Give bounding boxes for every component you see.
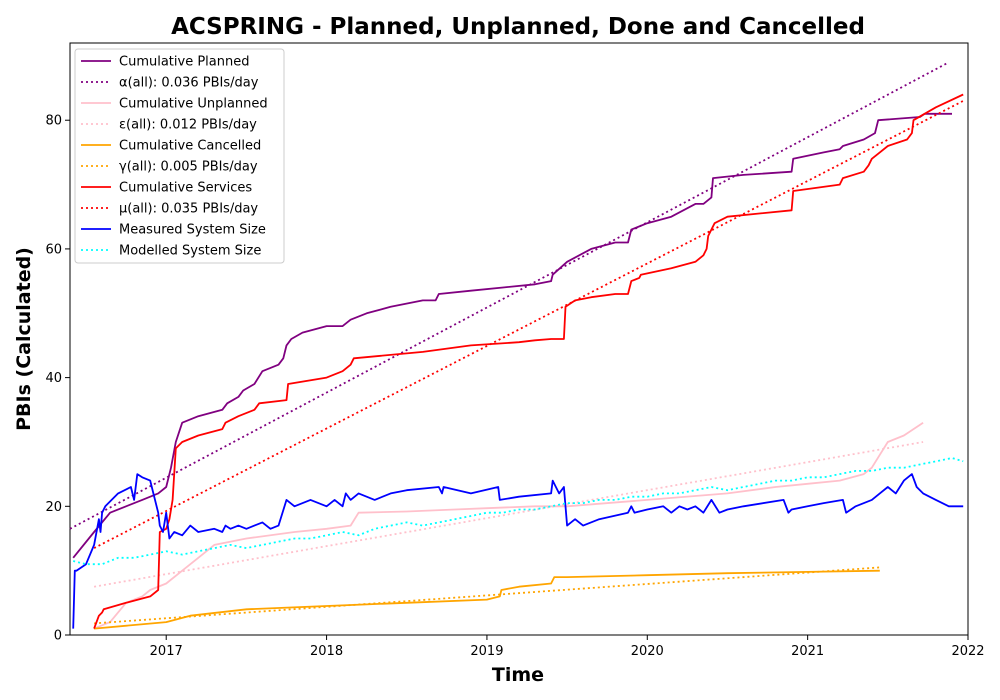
y-tick-label: 40 xyxy=(45,371,62,386)
y-tick-label: 20 xyxy=(45,500,62,515)
series-4-line xyxy=(93,441,924,588)
x-axis: 2017 2018 2019 2020 2021 2022 xyxy=(150,635,985,659)
series-3-line xyxy=(93,421,924,630)
series-7-line xyxy=(93,93,964,629)
legend-label: Cumulative Cancelled xyxy=(119,139,261,154)
legend-label: Cumulative Planned xyxy=(119,55,249,70)
legend-label: Cumulative Unplanned xyxy=(119,97,268,112)
legend-label: ε(all): 0.012 PBIs/day xyxy=(119,118,257,133)
legend-label: μ(all): 0.035 PBIs/day xyxy=(119,202,258,217)
series-10-line xyxy=(72,457,964,566)
y-tick-label: 80 xyxy=(45,114,62,129)
plot-frame xyxy=(69,42,969,636)
y-tick-label: 60 xyxy=(45,242,62,257)
legend-box xyxy=(74,48,285,264)
series-layer xyxy=(69,61,964,630)
legend-label: Modelled System Size xyxy=(119,244,261,259)
series-6-line xyxy=(94,566,880,625)
chart-title: ACSPRING - Planned, Unplanned, Done and … xyxy=(171,14,865,40)
x-tick-label: 2021 xyxy=(791,644,824,659)
y-tick-label: 0 xyxy=(54,629,62,644)
x-tick-label: 2019 xyxy=(470,644,503,659)
y-axis-label: PBIs (Calculated) xyxy=(13,247,35,431)
series-9-line xyxy=(72,473,964,629)
series-2-line xyxy=(69,61,950,530)
x-tick-label: 2020 xyxy=(631,644,664,659)
x-tick-label: 2018 xyxy=(310,644,343,659)
legend-label: Cumulative Services xyxy=(119,181,252,196)
series-1-line xyxy=(72,112,952,559)
legend-label: γ(all): 0.005 PBIs/day xyxy=(119,160,258,175)
legend-label: α(all): 0.036 PBIs/day xyxy=(119,76,259,91)
x-axis-label: Time xyxy=(492,664,544,686)
x-tick-label: 2022 xyxy=(951,644,984,659)
legend-label: Measured System Size xyxy=(119,223,266,238)
series-5-line xyxy=(94,569,880,630)
y-axis: 0 20 40 60 80 xyxy=(45,114,70,644)
legend: Cumulative Planned α(all): 0.036 PBIs/day… xyxy=(74,48,285,264)
x-tick-label: 2017 xyxy=(150,644,183,659)
